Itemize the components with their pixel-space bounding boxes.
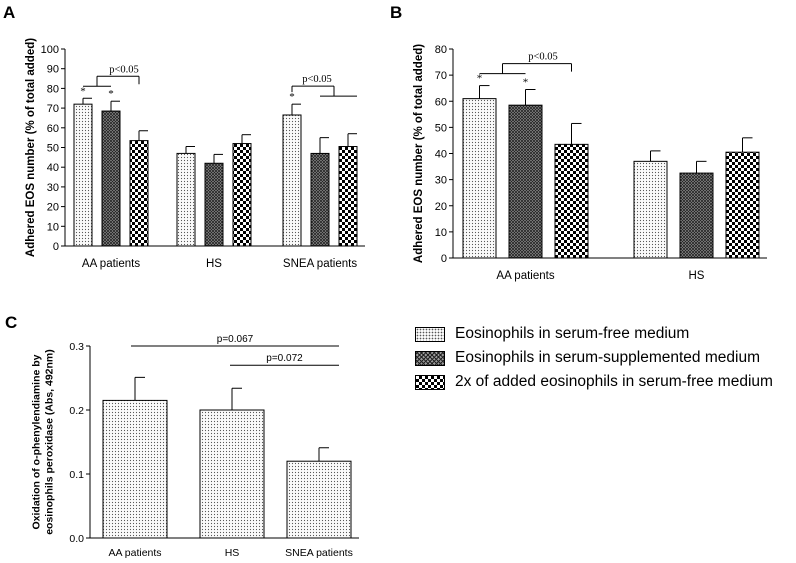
significance-star: * [523, 76, 529, 88]
y-tick-label: 20 [435, 201, 447, 213]
bar [725, 151, 760, 259]
y-tick-label: 0.0 [69, 533, 84, 545]
bracket-label: p<0.05 [109, 64, 139, 75]
bar [679, 172, 714, 259]
significance-star: * [108, 88, 114, 100]
y-tick-label: 0.1 [69, 469, 84, 481]
chart-b: 0 10 20 30 40 50 60 70 80 Adhered EOS number (% o… [413, 44, 767, 282]
legend-label: 2x of added eosinophils in serum-free me… [455, 373, 773, 390]
bar [176, 152, 196, 247]
bracket-label: p<0.05 [302, 74, 332, 85]
bar [554, 143, 589, 259]
panel-label-c: C [5, 313, 17, 332]
category-label: HS [225, 547, 240, 559]
bar [633, 160, 668, 259]
y-tick-label: 100 [41, 44, 59, 56]
y-tick-label: 40 [435, 149, 447, 161]
legend-item-serum-supplemented: Eosinophils in serum-supplemented medium [415, 346, 793, 370]
chart-c: 0.0 0.1 0.2 0.3 Oxidation of o-phenylendiami… [31, 334, 359, 559]
y-tick-label: 0.2 [69, 405, 84, 417]
legend-swatch-check [415, 374, 445, 390]
legend-swatch-cross [415, 350, 445, 366]
panel-label-b: B [390, 3, 402, 22]
y-tick-label: 70 [47, 103, 59, 115]
y-tick-label: 30 [47, 182, 59, 194]
y-tick-label: 90 [47, 64, 59, 76]
bar [73, 103, 93, 247]
p-value-label: p=0.067 [217, 334, 254, 345]
y-axis-label: Adhered EOS number (% of total added) [413, 44, 425, 263]
y-tick-label: 60 [435, 96, 447, 108]
y-tick-label: 40 [47, 162, 59, 174]
bar [102, 399, 168, 539]
significance-star: * [289, 91, 295, 103]
y-axis-label: eosinophils peroxidase (Abs, 492nm) [44, 349, 56, 535]
bracket-label: p<0.05 [528, 52, 558, 63]
y-tick-label: 10 [47, 221, 59, 233]
category-label: AA patients [108, 547, 161, 559]
legend: Eosinophils in serum-free medium Eosinop… [415, 322, 793, 394]
y-tick-label: 10 [435, 227, 447, 239]
y-tick-label: 50 [435, 122, 447, 134]
legend-item-serum-free: Eosinophils in serum-free medium [415, 322, 793, 346]
y-tick-label: 50 [47, 143, 59, 155]
chart-a: 0 10 20 30 40 50 60 70 80 90 100 Adhered EOS number… [25, 38, 365, 270]
category-label: HS [689, 270, 705, 282]
legend-label: Eosinophils in serum-free medium [455, 325, 690, 342]
panel-label-a: A [3, 3, 15, 22]
bar [199, 409, 265, 539]
bar [129, 140, 149, 247]
y-axis-label: Adhered EOS number (% of total added) [25, 38, 37, 257]
bar [204, 162, 224, 247]
category-label: HS [206, 258, 222, 270]
category-label: SNEA patients [283, 258, 357, 270]
significance-star: * [80, 85, 86, 97]
bar [101, 110, 121, 247]
y-axis-label: Oxidation of o-phenylendiamine by [31, 354, 43, 529]
legend-swatch-dots [415, 326, 445, 342]
y-tick-label: 80 [435, 44, 447, 56]
bar [508, 104, 543, 259]
legend-item-2x-eosinophils: 2x of added eosinophils in serum-free me… [415, 370, 793, 394]
category-label: AA patients [82, 258, 140, 270]
bar [338, 146, 358, 247]
category-label: AA patients [496, 270, 554, 282]
y-tick-label: 70 [435, 70, 447, 82]
bar [232, 143, 252, 247]
y-tick-label: 30 [435, 175, 447, 187]
y-tick-label: 60 [47, 123, 59, 135]
y-tick-label: 20 [47, 202, 59, 214]
significance-star: * [477, 73, 483, 85]
bar [282, 114, 302, 247]
category-label: SNEA patients [285, 547, 353, 559]
bar [286, 460, 352, 539]
y-tick-label: 0 [53, 241, 59, 253]
p-value-label: p=0.072 [266, 353, 303, 364]
y-tick-label: 80 [47, 83, 59, 95]
bar [310, 152, 330, 247]
y-tick-label: 0.3 [69, 341, 84, 353]
legend-label: Eosinophils in serum-supplemented medium [455, 349, 760, 366]
y-tick-label: 0 [441, 253, 447, 265]
bar [462, 98, 497, 259]
